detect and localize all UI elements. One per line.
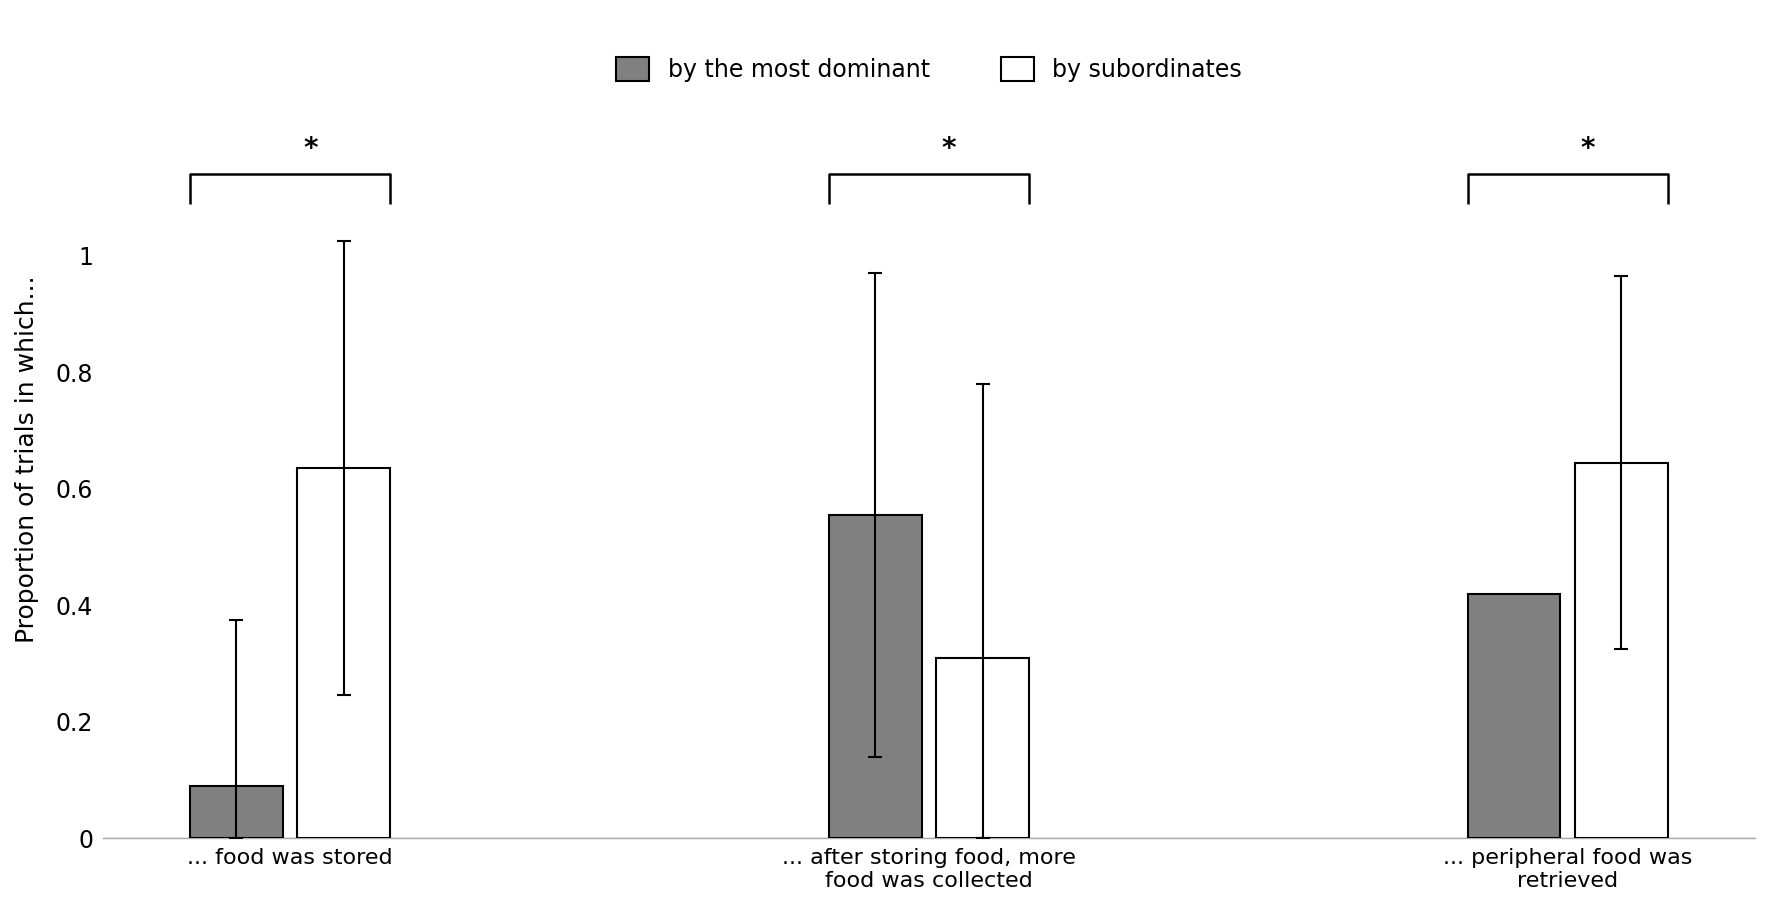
Y-axis label: Proportion of trials in which...: Proportion of trials in which...	[14, 275, 39, 643]
Bar	[1467, 593, 1561, 838]
Bar	[1575, 463, 1667, 838]
Text: *: *	[303, 135, 317, 163]
Bar	[189, 786, 283, 838]
Bar	[936, 658, 1028, 838]
Legend: by the most dominant, by subordinates: by the most dominant, by subordinates	[605, 48, 1251, 92]
Bar	[828, 515, 922, 838]
Text: *: *	[1581, 135, 1595, 163]
Text: *: *	[942, 135, 956, 163]
Bar	[297, 468, 391, 838]
